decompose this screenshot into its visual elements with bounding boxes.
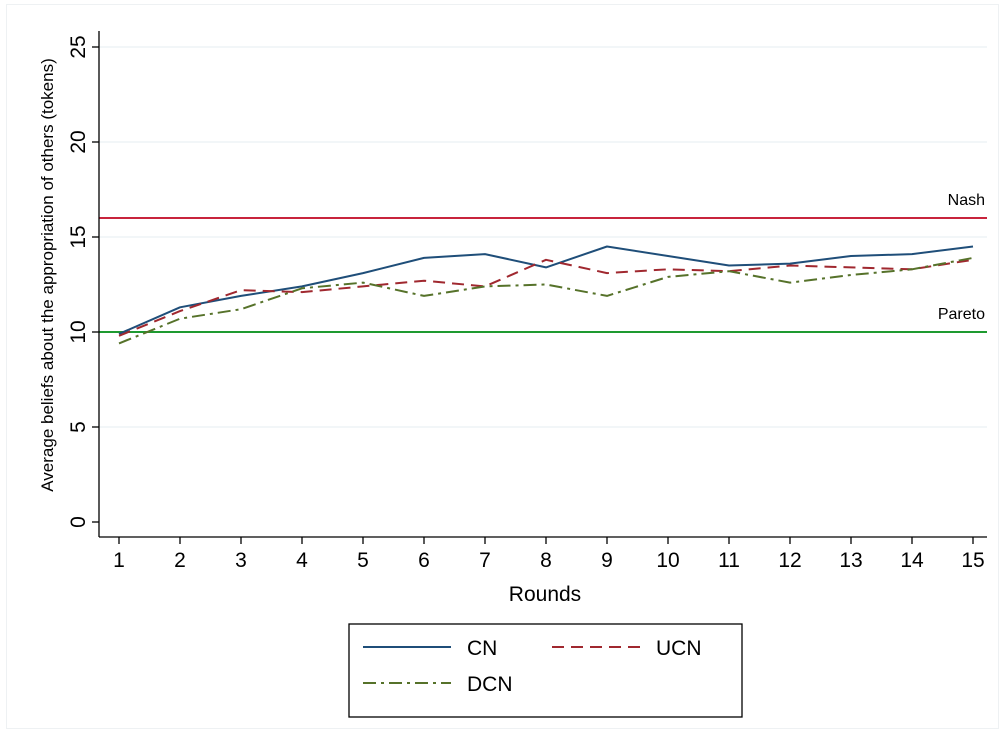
x-tick-label-10: 10 xyxy=(656,549,679,572)
x-tick-label-9: 9 xyxy=(601,549,613,572)
legend-label-dcn: DCN xyxy=(467,673,513,696)
y-tick-label-25: 25 xyxy=(67,35,90,58)
x-tick-label-13: 13 xyxy=(839,549,862,572)
x-tick-label-11: 11 xyxy=(718,549,740,572)
reference-lines: Nash Pareto xyxy=(99,192,987,333)
x-tick-label-2: 2 xyxy=(174,549,186,572)
x-tick-label-5: 5 xyxy=(357,549,369,572)
y-tick-labels: 0 5 10 15 20 25 xyxy=(67,35,90,528)
series-line-dcn xyxy=(118,256,974,345)
x-tick-label-1: 1 xyxy=(113,549,125,572)
x-tick-label-3: 3 xyxy=(235,549,247,572)
series-lines xyxy=(118,245,974,345)
legend-label-ucn: UCN xyxy=(656,637,702,660)
chart-frame: Nash Pareto 0 5 10 15 20 25 1 2 3 4 5 6 7 8 9 10 11 12 13 1… xyxy=(6,4,999,729)
axes xyxy=(92,31,987,544)
y-tick-label-0: 0 xyxy=(67,516,90,528)
nash-label: Nash xyxy=(948,192,985,209)
series-line-ucn xyxy=(118,258,974,337)
y-tick-label-20: 20 xyxy=(67,130,90,153)
legend-label-cn: CN xyxy=(467,637,497,660)
x-tick-label-6: 6 xyxy=(418,549,430,572)
x-axis-label: Rounds xyxy=(509,583,581,606)
y-axis-label: Average beliefs about the appropriation … xyxy=(38,58,57,491)
y-tick-label-10: 10 xyxy=(67,320,90,343)
legend: CN UCN DCN xyxy=(348,623,743,718)
x-tick-labels: 1 2 3 4 5 6 7 8 9 10 11 12 13 14 15 xyxy=(113,549,985,572)
series-line-cn xyxy=(118,245,974,335)
y-tick-label-15: 15 xyxy=(67,225,90,248)
x-tick-label-12: 12 xyxy=(778,549,801,572)
y-tick-label-5: 5 xyxy=(67,421,90,433)
x-tick-label-14: 14 xyxy=(900,549,924,572)
x-tick-label-4: 4 xyxy=(296,549,308,572)
pareto-label: Pareto xyxy=(938,306,985,323)
x-tick-label-15: 15 xyxy=(961,549,984,572)
x-tick-label-7: 7 xyxy=(479,549,491,572)
legend-box xyxy=(348,623,743,718)
x-tick-label-8: 8 xyxy=(540,549,552,572)
gridlines xyxy=(99,46,987,428)
